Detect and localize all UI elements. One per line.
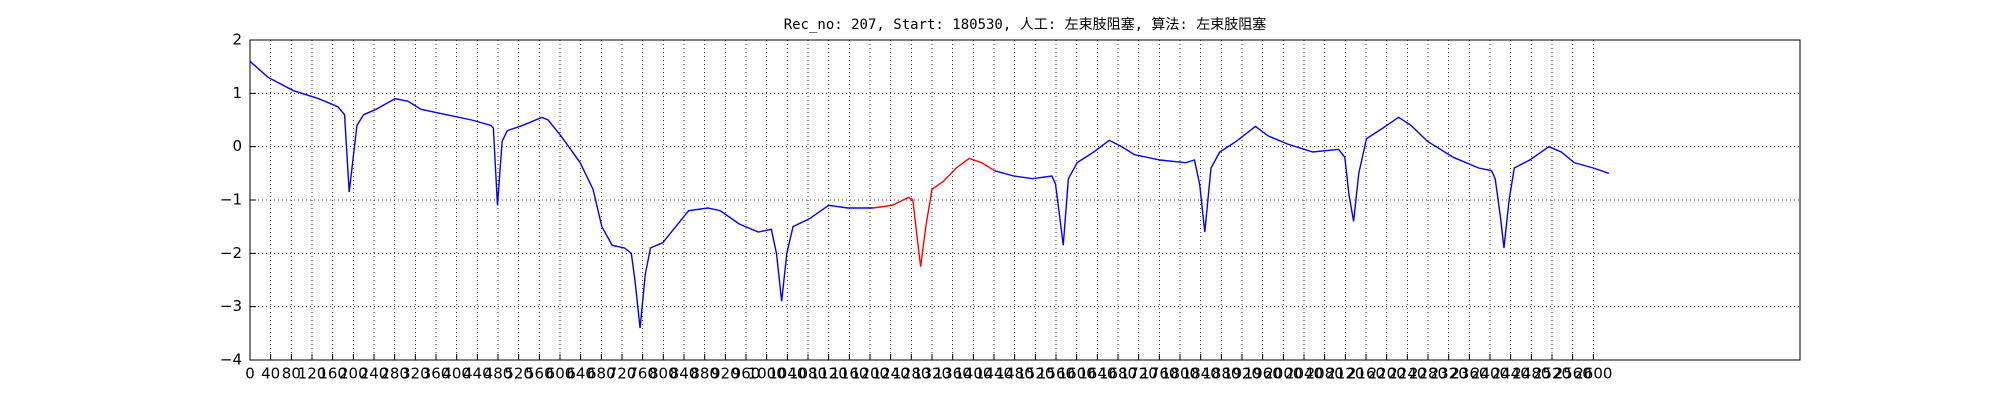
x-tick-label: 1240 <box>872 365 910 383</box>
x-tick-label: 40 <box>261 365 280 383</box>
x-tick-label: 2560 <box>1554 365 1592 383</box>
x-tick-label: 1640 <box>1078 365 1116 383</box>
y-tick-label: 2 <box>232 31 242 49</box>
x-tick-label: 1960 <box>1244 365 1282 383</box>
x-tick-label: 840 <box>670 365 699 383</box>
x-tick-label: 2440 <box>1492 365 1530 383</box>
x-tick-label: 400 <box>442 365 471 383</box>
x-tick-label: 1880 <box>1202 365 1240 383</box>
x-tick-label: 2200 <box>1368 365 1406 383</box>
x-tick-label: 960 <box>732 365 761 383</box>
y-tick-label: −4 <box>220 351 242 369</box>
x-tick-label: 920 <box>711 365 740 383</box>
y-tick-label: −1 <box>220 191 242 209</box>
x-tick-label: 2040 <box>1285 365 1323 383</box>
ecg-line <box>873 157 995 267</box>
x-tick-label: 2280 <box>1409 365 1447 383</box>
x-tick-label: 760 <box>628 365 657 383</box>
x-tick-label: 2520 <box>1533 365 1571 383</box>
y-tick-label: 1 <box>232 84 242 102</box>
x-tick-label: 720 <box>608 365 637 383</box>
x-tick-label: 1840 <box>1182 365 1220 383</box>
x-tick-label: 1200 <box>851 365 889 383</box>
x-tick-label: 1680 <box>1099 365 1137 383</box>
x-tick-label: 2120 <box>1326 365 1364 383</box>
x-tick-label: 2160 <box>1347 365 1385 383</box>
x-tick-label: 1360 <box>934 365 972 383</box>
x-tick-label: 0 <box>245 365 255 383</box>
x-tick-label: 1160 <box>830 365 868 383</box>
x-tick-label: 1800 <box>1161 365 1199 383</box>
x-tick-label: 1000 <box>748 365 786 383</box>
x-tick-label: 2360 <box>1450 365 1488 383</box>
x-tick-label: 640 <box>566 365 595 383</box>
x-tick-label: 1480 <box>996 365 1034 383</box>
ecg-line <box>249 60 1610 329</box>
y-tick-label: 0 <box>232 137 242 155</box>
x-tick-label: 1920 <box>1223 365 1261 383</box>
x-tick-label: 1720 <box>1120 365 1158 383</box>
plot-frame <box>249 39 1801 361</box>
x-tick-label: 1080 <box>789 365 827 383</box>
x-tick-label: 2240 <box>1388 365 1426 383</box>
x-tick-label: 560 <box>525 365 554 383</box>
x-tick-label: 1400 <box>954 365 992 383</box>
chart-title: Rec_no: 207, Start: 180530, 人工: 左束肢阻塞, 算… <box>784 16 1267 33</box>
x-tick-label: 160 <box>318 365 347 383</box>
x-tick-label: 320 <box>401 365 430 383</box>
x-tick-label: 2320 <box>1430 365 1468 383</box>
x-tick-label: 880 <box>690 365 719 383</box>
x-tick-label: 280 <box>380 365 409 383</box>
x-tick-label: 80 <box>282 365 301 383</box>
x-tick-label: 680 <box>587 365 616 383</box>
x-tick-label: 1040 <box>768 365 806 383</box>
x-tick-label: 480 <box>484 365 513 383</box>
x-tick-label: 240 <box>360 365 389 383</box>
x-tick-label: 1560 <box>1037 365 1075 383</box>
x-tick-label: 1120 <box>810 365 848 383</box>
y-tick-label: −2 <box>220 244 242 262</box>
x-tick-label: 800 <box>649 365 678 383</box>
x-tick-label: 440 <box>463 365 492 383</box>
x-tick-label: 1600 <box>1058 365 1096 383</box>
x-tick-label: 120 <box>298 365 327 383</box>
x-tick-label: 520 <box>504 365 533 383</box>
x-tick-label: 1320 <box>913 365 951 383</box>
x-tick-label: 1760 <box>1140 365 1178 383</box>
x-tick-label: 360 <box>422 365 451 383</box>
x-tick-label: 600 <box>546 365 575 383</box>
x-tick-label: 200 <box>339 365 368 383</box>
x-tick-label: 2480 <box>1512 365 1550 383</box>
x-tick-label: 2400 <box>1471 365 1509 383</box>
x-tick-label: 2000 <box>1264 365 1302 383</box>
x-tick-label: 1520 <box>1016 365 1054 383</box>
x-tick-label: 1440 <box>975 365 1013 383</box>
y-tick-label: −3 <box>220 297 242 315</box>
x-tick-label: 1280 <box>892 365 930 383</box>
x-tick-label: 2080 <box>1306 365 1344 383</box>
x-tick-label: 2600 <box>1574 365 1612 383</box>
